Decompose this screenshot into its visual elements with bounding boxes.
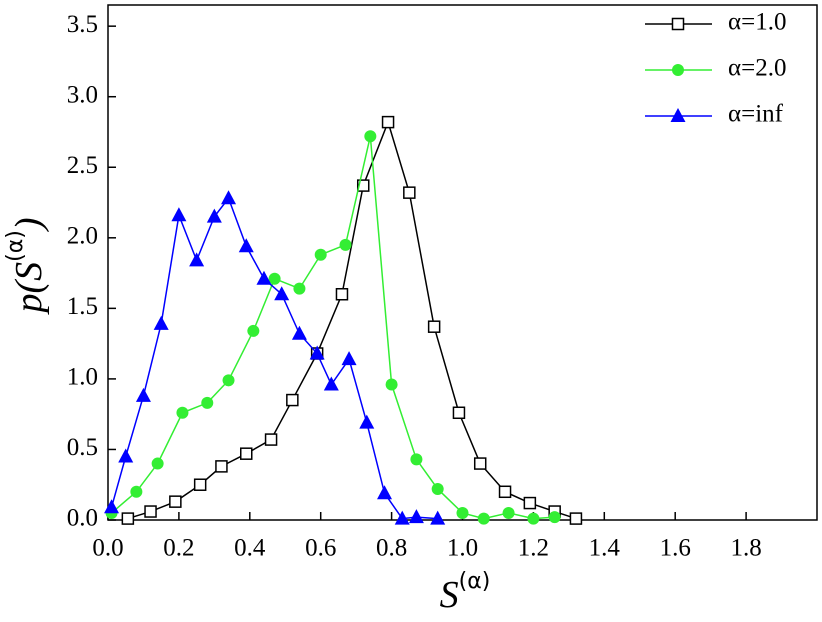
marker	[473, 457, 487, 470]
x-tick-label: 0.4	[234, 535, 266, 562]
marker	[548, 511, 561, 524]
legend-marker	[671, 17, 685, 31]
marker	[314, 248, 327, 261]
marker	[394, 510, 410, 525]
marker	[135, 387, 151, 402]
legend-marker	[670, 108, 686, 122]
marker	[268, 272, 281, 285]
plot-frame	[107, 4, 818, 521]
marker	[523, 496, 537, 510]
y-tick-label: 1.0	[67, 364, 98, 391]
marker	[403, 186, 416, 199]
marker	[527, 512, 540, 525]
legend-label: α=inf	[728, 101, 784, 128]
marker	[176, 406, 189, 419]
y-tick-label: 2.0	[67, 223, 98, 250]
y-tick-label: 0.5	[67, 434, 98, 461]
marker	[356, 179, 370, 192]
marker	[286, 393, 299, 407]
series-line	[127, 119, 577, 520]
legend-label: α=1.0	[728, 9, 786, 36]
marker	[274, 286, 290, 301]
marker	[189, 252, 205, 267]
marker	[427, 320, 441, 333]
marker	[118, 448, 134, 463]
marker	[569, 512, 583, 525]
marker	[502, 506, 515, 519]
series-line	[110, 196, 438, 520]
y-tick-label: 3.5	[67, 11, 98, 38]
x-axis-title: S(α)	[440, 569, 491, 616]
marker	[121, 512, 135, 525]
series-line	[111, 136, 555, 520]
marker	[206, 208, 222, 223]
marker	[169, 495, 182, 508]
legend-label: α=2.0	[728, 55, 786, 82]
marker	[256, 270, 272, 285]
marker	[364, 130, 377, 143]
x-tick-label: 1.0	[447, 535, 478, 562]
marker	[151, 457, 164, 470]
x-tick-label: 0.8	[376, 535, 407, 562]
x-tick-label: 1.6	[660, 535, 691, 562]
x-tick-label: 0.2	[163, 535, 194, 562]
marker	[291, 325, 307, 340]
marker	[104, 499, 120, 514]
marker	[171, 207, 187, 222]
marker	[456, 506, 469, 519]
y-axis-title: p(S(α))	[3, 218, 50, 316]
y-label-base: S	[8, 262, 50, 281]
marker	[385, 378, 398, 391]
y-tick-label: 1.5	[67, 293, 98, 320]
marker	[193, 478, 207, 491]
marker	[381, 115, 395, 129]
marker	[339, 238, 352, 251]
marker	[222, 374, 235, 387]
marker	[359, 414, 375, 429]
x-tick-label: 1.4	[589, 535, 621, 562]
marker	[341, 351, 357, 366]
y-label-sup: (α)	[3, 230, 28, 262]
y-label-prefix: p(	[8, 278, 50, 315]
marker	[335, 287, 349, 301]
x-tick-label: 1.8	[730, 535, 761, 562]
x-label-sup: (α)	[459, 569, 491, 594]
marker	[221, 190, 237, 205]
y-tick-label: 0.0	[67, 505, 98, 532]
marker	[153, 315, 169, 330]
marker	[264, 433, 278, 446]
marker	[452, 406, 466, 420]
legend-marker	[672, 64, 684, 76]
x-tick-label: 0.6	[305, 535, 336, 562]
marker	[431, 482, 444, 495]
y-tick-label: 3.0	[67, 81, 98, 108]
marker	[323, 376, 339, 391]
x-label-base: S	[440, 574, 459, 616]
marker	[240, 447, 253, 460]
marker	[238, 238, 254, 253]
x-tick-label: 1.2	[518, 535, 549, 562]
y-tick-label: 2.5	[67, 152, 98, 179]
marker	[498, 485, 512, 499]
marker	[430, 510, 446, 525]
marker	[477, 512, 490, 525]
marker	[309, 345, 325, 360]
y-label-suffix: )	[8, 218, 50, 233]
marker	[201, 396, 214, 409]
x-tick-label: 0.0	[92, 535, 123, 562]
marker	[130, 485, 143, 498]
marker	[377, 485, 393, 500]
marker	[144, 505, 157, 518]
marker	[408, 509, 424, 524]
marker	[410, 453, 423, 466]
marker	[247, 324, 260, 337]
marker	[215, 460, 228, 473]
marker	[293, 282, 306, 295]
